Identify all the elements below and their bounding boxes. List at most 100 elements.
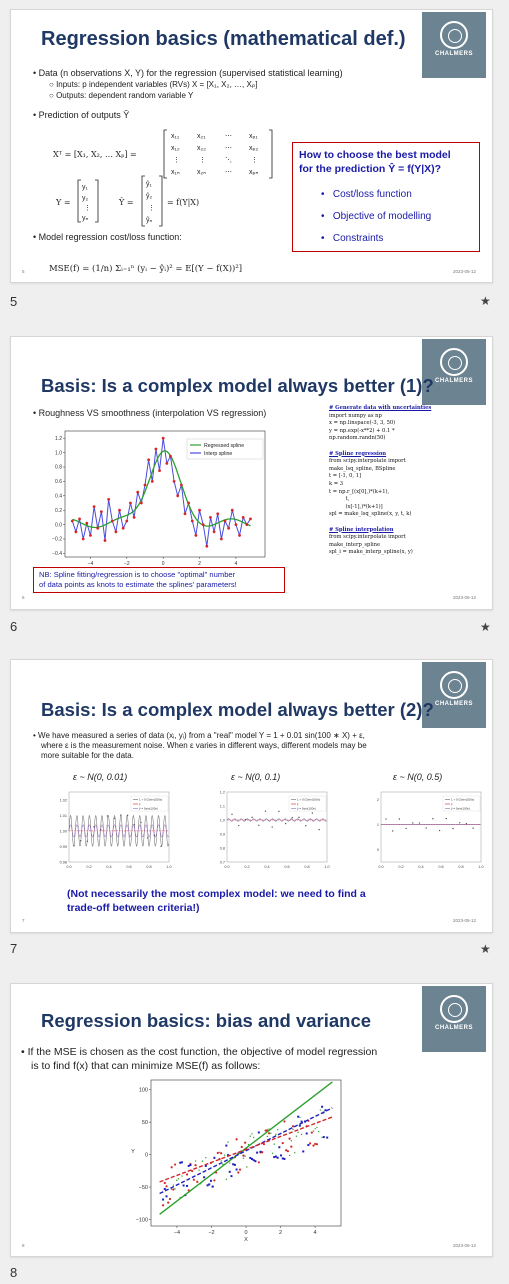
svg-text:y₂: y₂ — [82, 195, 89, 202]
sin-fit-line — [226, 819, 327, 821]
slide-thumbnail-7[interactable]: CHALMERS Basis: Is a complex model alway… — [10, 659, 493, 933]
legend-label: ŷ — [451, 802, 453, 806]
svg-text:x₁ₙ: x₁ₙ — [171, 169, 180, 176]
data-point — [244, 1141, 247, 1144]
data-point — [314, 1142, 317, 1146]
data-point — [78, 517, 81, 521]
chalmers-seal-icon — [440, 348, 468, 376]
x-tick-label: 0.6 — [438, 865, 443, 869]
data-point — [167, 1201, 170, 1204]
slide-thumbnail-6[interactable]: CHALMERS Basis: Is a complex model alway… — [10, 336, 493, 610]
data-point — [205, 544, 209, 548]
star-icon[interactable]: ★ — [480, 294, 491, 308]
data-point — [209, 516, 212, 519]
chalmers-logo: CHALMERS — [422, 12, 486, 78]
bullet-prediction: • Prediction of outputs Ŷ — [33, 110, 130, 120]
chalmers-seal-icon — [440, 21, 468, 49]
data-point — [213, 1156, 216, 1159]
x-tick-label: 0.4 — [106, 865, 111, 869]
y-tick-label: 1.2 — [220, 791, 225, 795]
data-point — [385, 818, 387, 820]
data-point — [235, 1168, 238, 1171]
data-point — [103, 539, 107, 542]
regressed-spline-line — [72, 450, 251, 529]
svg-text:yₙ: yₙ — [82, 215, 89, 222]
x-tick-label: 0.4 — [264, 865, 269, 869]
data-point — [73, 845, 75, 847]
data-point — [284, 822, 287, 825]
data-point — [231, 813, 233, 815]
svg-text:⋮: ⋮ — [148, 205, 155, 212]
data-point — [264, 1129, 267, 1132]
data-point — [286, 1150, 289, 1153]
note-line1: NB: Spline fitting/regression is to choo… — [39, 570, 236, 579]
data-point — [201, 523, 205, 526]
data-point — [245, 523, 249, 526]
data-point — [298, 816, 300, 819]
y-tick-label: 0.6 — [55, 479, 62, 485]
data-point — [70, 519, 74, 523]
y-tick-label: 50 — [142, 1120, 148, 1126]
slide-thumbnail-5[interactable]: CHALMERS Regression basics (mathematical… — [10, 9, 493, 283]
y-tick-label: 1.01 — [60, 814, 67, 818]
slide-page-number: 6 — [22, 595, 25, 600]
data-point — [238, 534, 241, 537]
data-point — [170, 1188, 173, 1190]
plot-frame — [150, 1079, 342, 1227]
y-tick-label: 0 — [377, 848, 379, 852]
code-regression: from scipy.interpolate import make_lsq_s… — [329, 458, 412, 518]
x-tick-label: 0.2 — [244, 865, 249, 869]
data-point — [297, 1131, 299, 1133]
y-tick-label: 1.02 — [60, 798, 67, 802]
bullet-line1: • If the MSE is chosen as the cost funct… — [21, 1046, 378, 1058]
data-point — [225, 1178, 228, 1181]
data-point — [315, 1143, 319, 1146]
y-tick-label: 1.1 — [220, 805, 225, 809]
data-point — [230, 508, 234, 512]
code-interp: from scipy.interpolate import make_inter… — [329, 534, 413, 556]
slide-number-7: 7 — [10, 941, 18, 956]
star-icon[interactable]: ★ — [480, 620, 491, 634]
slide-thumbnail-8[interactable]: CHALMERS Regression basics: bias and var… — [10, 983, 493, 1257]
data-point — [311, 812, 314, 814]
legend-label: 1 + 0.01sin(100x) — [297, 798, 320, 802]
data-point — [179, 483, 183, 487]
data-point — [125, 519, 129, 523]
data-point — [251, 816, 253, 819]
data-point — [129, 501, 132, 505]
data-point — [163, 1181, 166, 1185]
data-point — [227, 1154, 230, 1157]
data-point — [321, 1136, 323, 1139]
data-point — [312, 1144, 315, 1147]
data-point — [206, 1184, 209, 1187]
noise-chart-2: 0.7 0.8 0.9 1.0 1.1 1.2 0.0 0.2 0.4 0.6 0.8 1.0 1 + … — [220, 791, 330, 870]
bullet-outputs: ○ Outputs: dependent random variable Y — [49, 91, 194, 100]
x-tick-label: −2 — [208, 1230, 214, 1236]
data-point — [250, 1157, 253, 1160]
y-tick-label: 2 — [377, 798, 379, 802]
data-point — [74, 530, 78, 534]
data-point — [465, 822, 468, 825]
svg-text:⋮: ⋮ — [173, 157, 180, 164]
data-point — [291, 817, 293, 819]
data-point — [227, 526, 231, 530]
svg-text:⋯: ⋯ — [225, 145, 232, 152]
data-point — [133, 823, 135, 826]
data-point — [290, 1145, 293, 1148]
data-point — [258, 824, 260, 827]
data-point — [120, 814, 122, 816]
data-point — [244, 818, 247, 821]
data-point — [266, 1135, 269, 1138]
fit-line-2 — [159, 1107, 333, 1195]
legend-label: ŷ = 0sin(100x) — [139, 807, 158, 811]
data-point — [192, 1178, 195, 1181]
data-point — [305, 825, 307, 827]
data-point — [160, 845, 162, 848]
data-point — [294, 1152, 296, 1154]
star-icon[interactable]: ★ — [480, 942, 491, 956]
data-point — [208, 1183, 211, 1186]
x-tick-label: 1.0 — [166, 865, 171, 869]
data-point — [281, 1157, 284, 1160]
data-point — [187, 501, 191, 505]
x-tick-label: 0.2 — [398, 865, 403, 869]
